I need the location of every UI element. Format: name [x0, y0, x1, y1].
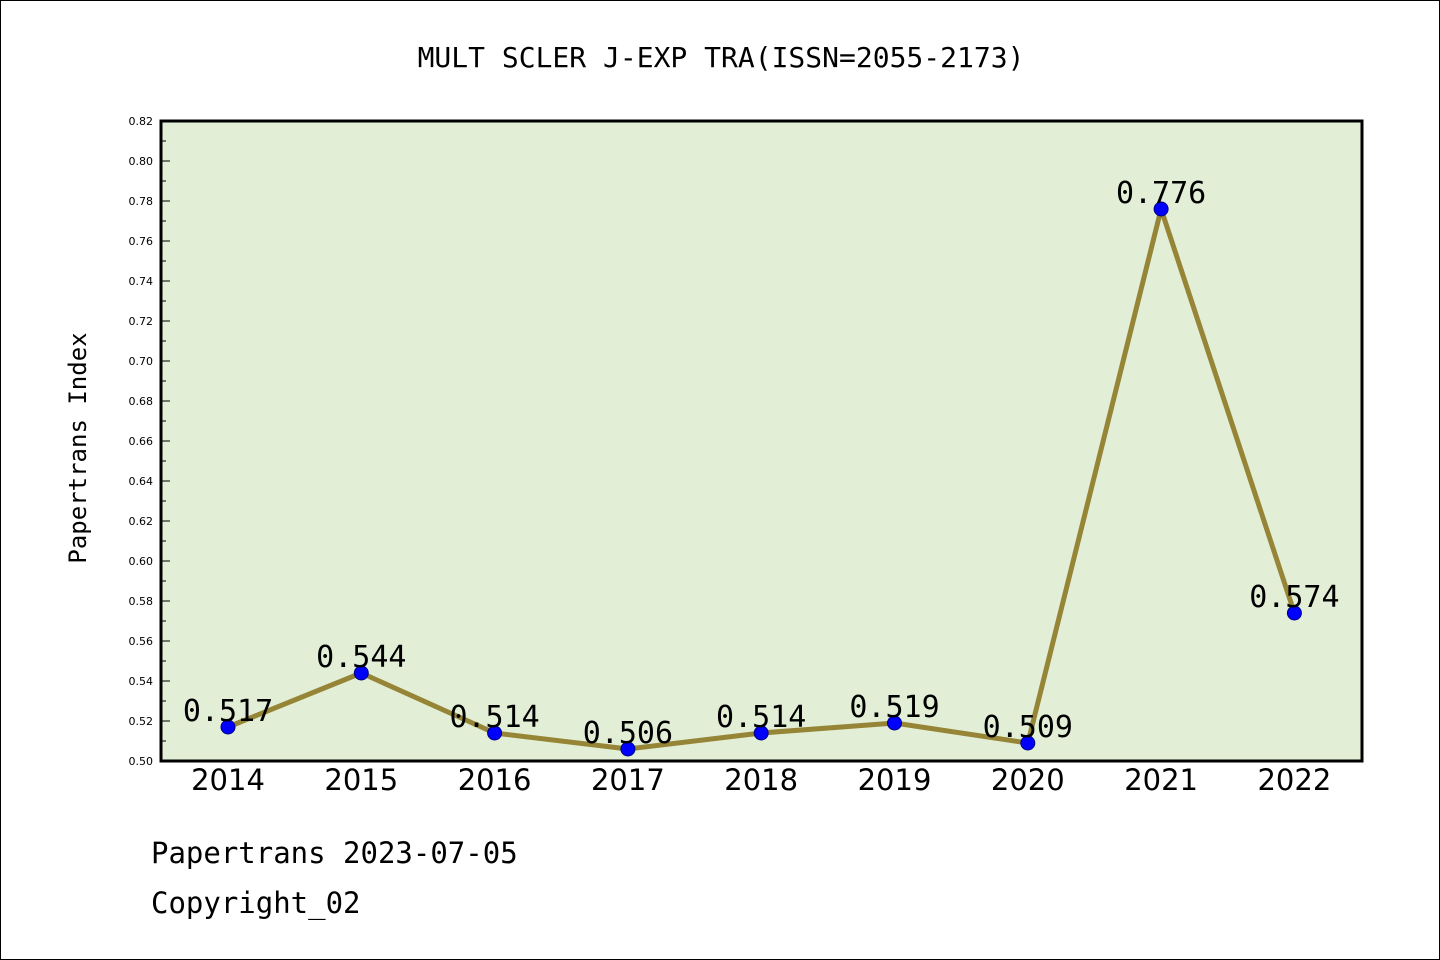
plot-area: [161, 121, 1362, 761]
x-tick-label: 2020: [991, 763, 1065, 797]
y-tick-label: 0.74: [129, 275, 154, 288]
data-point-label: 0.506: [583, 716, 673, 751]
y-tick-label: 0.62: [129, 515, 154, 528]
data-point-label: 0.514: [449, 700, 539, 735]
y-tick-label: 0.56: [129, 635, 154, 648]
y-tick-label: 0.68: [129, 395, 154, 408]
y-tick-label: 0.54: [129, 675, 154, 688]
data-point-label: 0.509: [983, 710, 1073, 745]
x-tick-label: 2017: [591, 763, 665, 797]
x-tick-label: 2018: [724, 763, 798, 797]
data-point-marker: [1153, 201, 1169, 217]
y-tick-label: 0.52: [129, 715, 154, 728]
y-tick-label: 0.78: [129, 195, 154, 208]
y-axis: 0.50 0.52 0.54 0.56 0.58 0.60 0.62 0.64 0.66 0.68…: [129, 115, 170, 768]
x-tick-label: 2016: [458, 763, 532, 797]
data-point-label: 0.776: [1116, 176, 1206, 211]
data-point-label: 0.544: [316, 640, 406, 675]
y-axis-label: Papertrans Index: [64, 332, 92, 563]
x-axis: 2014 2015 2016 2017 2018 2019 2020 2021 2022: [191, 763, 1331, 797]
y-tick-label: 0.72: [129, 315, 154, 328]
y-tick-label: 0.64: [129, 475, 154, 488]
y-tick-label: 0.70: [129, 355, 154, 368]
y-tick-label: 0.82: [129, 115, 154, 128]
series-papertrans-index: [220, 201, 1302, 757]
plot-frame: [159, 119, 1364, 763]
data-point-marker: [620, 741, 636, 757]
y-tick-label: 0.80: [129, 155, 154, 168]
data-point-label: 0.519: [849, 690, 939, 725]
data-labels: 0.517 0.544 0.514 0.506 0.514 0.519 0.509 0.776…: [183, 176, 1340, 751]
x-tick-label: 2014: [191, 763, 265, 797]
y-tick-label: 0.60: [129, 555, 154, 568]
data-point-marker: [353, 665, 369, 681]
data-point-marker: [753, 725, 769, 741]
y-tick-label: 0.58: [129, 595, 154, 608]
data-point-marker: [887, 715, 902, 731]
x-tick-label: 2022: [1257, 763, 1331, 797]
data-point-marker: [487, 725, 503, 741]
chart-title: MULT SCLER J-EXP TRA(ISSN=2055-2173): [418, 41, 1025, 74]
data-point-marker: [1020, 735, 1036, 751]
data-point-marker: [220, 719, 236, 735]
y-tick-label: 0.66: [129, 435, 154, 448]
data-point-label: 0.574: [1249, 580, 1339, 615]
data-point-label: 0.514: [716, 700, 806, 735]
data-point-label: 0.517: [183, 694, 273, 729]
x-tick-label: 2019: [858, 763, 932, 797]
y-tick-label: 0.50: [129, 755, 154, 768]
footer-copyright-text: Copyright_02: [151, 886, 361, 920]
y-tick-label: 0.76: [129, 235, 154, 248]
data-point-marker: [1286, 605, 1302, 621]
x-tick-label: 2021: [1124, 763, 1198, 797]
x-tick-label: 2015: [324, 763, 398, 797]
footer-date-text: Papertrans 2023-07-05: [151, 836, 518, 870]
